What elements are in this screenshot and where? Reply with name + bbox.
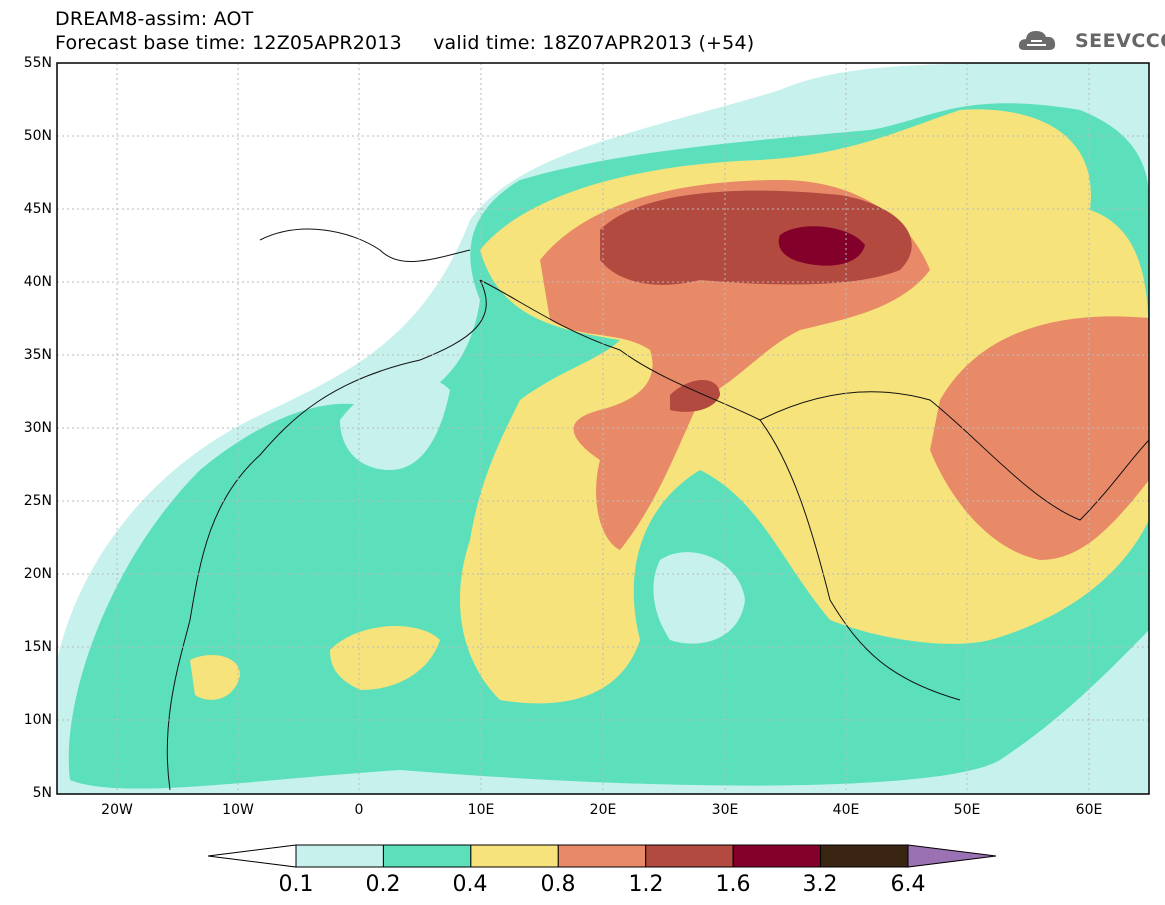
- aot-contour-0.4-guinea: [190, 655, 240, 700]
- legend-level-label: 0.2: [365, 872, 401, 897]
- lat-label: 35N: [23, 347, 52, 363]
- cloud-logo-icon: [1018, 31, 1056, 50]
- lon-label: 30E: [711, 802, 739, 818]
- lon-label: 0: [354, 802, 364, 818]
- legend-swatch: [645, 844, 734, 868]
- map-title: DREAM8-assim: AOT: [55, 8, 254, 30]
- map-frame: [56, 62, 1150, 795]
- lat-label: 30N: [23, 420, 52, 436]
- legend-swatch: [382, 844, 472, 868]
- lat-label: 25N: [23, 493, 52, 509]
- lon-label: 60E: [1075, 802, 1103, 818]
- lon-label: 10E: [467, 802, 495, 818]
- lat-label: 40N: [23, 274, 52, 290]
- forecast-time-label: Forecast base time: 12Z05APR2013 valid t…: [55, 32, 755, 54]
- lon-label: 20W: [101, 802, 133, 818]
- legend-swatch-below: [207, 844, 297, 868]
- lat-label: 10N: [23, 712, 52, 728]
- legend-level-label: 0.8: [540, 872, 576, 897]
- legend-level-label: 0.4: [452, 872, 488, 897]
- aot-contour-1.6: [778, 226, 865, 266]
- aot-contour-low-patch-2: [653, 552, 745, 644]
- legend-level-label: 0.1: [278, 872, 314, 897]
- legend-swatch: [557, 844, 647, 868]
- lon-label: 10W: [222, 802, 254, 818]
- legend-level-label: 3.2: [802, 872, 838, 897]
- legend-swatch: [732, 844, 822, 868]
- legend-swatch: [820, 844, 909, 868]
- lat-label: 55N: [23, 55, 52, 71]
- aot-contour-1.2-egypt: [670, 380, 720, 412]
- lat-label: 45N: [23, 201, 52, 217]
- grid: [57, 63, 1149, 794]
- aot-contour-0.4-west: [330, 626, 440, 690]
- legend-swatch: [295, 844, 384, 868]
- lon-label: 20E: [589, 802, 617, 818]
- aot-contour-0.8-arabia: [930, 316, 1149, 560]
- logo-text: SEEVCCC: [1075, 30, 1165, 52]
- aot-contour-low-patch: [340, 375, 450, 470]
- legend-swatch: [470, 844, 559, 868]
- lat-label: 20N: [23, 566, 52, 582]
- lat-label: 5N: [32, 785, 52, 801]
- legend-swatch-above: [907, 844, 997, 868]
- lon-label: 40E: [832, 802, 860, 818]
- lat-label: 15N: [23, 639, 52, 655]
- lat-label: 50N: [23, 128, 52, 144]
- coastlines: [166, 228, 1149, 791]
- legend-level-label: 1.2: [628, 872, 664, 897]
- lon-label: 50E: [953, 802, 981, 818]
- legend-level-label: 1.6: [715, 872, 751, 897]
- legend-level-label: 6.4: [890, 872, 926, 897]
